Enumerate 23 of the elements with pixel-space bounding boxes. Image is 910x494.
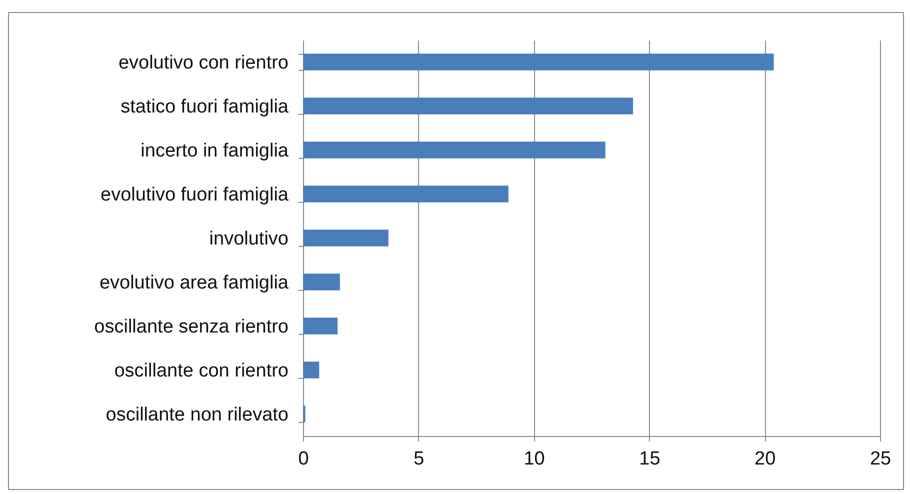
x-tick-label: 20 [754,448,776,470]
bar [303,54,774,70]
bar [303,98,634,114]
x-tick-label: 10 [524,448,545,470]
bar [303,274,340,290]
bar [303,362,320,378]
x-tick-label: 5 [414,448,424,470]
y-tick-label: incerto in famiglia [140,140,289,162]
bar [303,230,388,246]
bar [303,186,508,202]
y-tick-label: oscillante non rilevato [106,404,288,426]
x-tick-label: 15 [639,448,660,470]
y-tick-label: statico fuori famiglia [120,96,289,118]
bar [303,142,606,158]
bar [303,318,338,334]
y-tick-label: involutivo [209,228,288,250]
y-tick-label: evolutivo fuori famiglia [100,184,289,206]
y-tick-label: evolutivo con rientro [118,52,288,74]
x-tick-label: 0 [298,448,309,470]
y-tick-label: evolutivo area famiglia [99,272,289,294]
x-tick-label: 25 [870,448,892,470]
y-tick-label: oscillante senza rientro [94,316,288,338]
y-tick-label: oscillante con rientro [114,360,288,382]
